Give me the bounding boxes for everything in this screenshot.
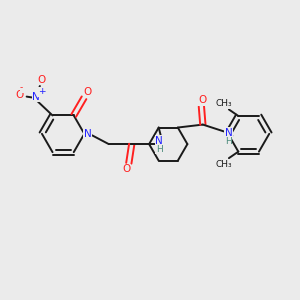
Text: H: H [225, 136, 232, 146]
Text: N: N [84, 129, 92, 139]
Text: H: H [156, 145, 163, 154]
Text: O: O [37, 74, 46, 85]
Text: N: N [155, 136, 163, 146]
Text: O: O [122, 164, 130, 174]
Text: N: N [225, 128, 232, 138]
Text: O: O [15, 90, 23, 100]
Text: O: O [83, 88, 92, 98]
Text: +: + [38, 87, 45, 96]
Text: CH₃: CH₃ [215, 99, 232, 108]
Text: CH₃: CH₃ [215, 160, 232, 169]
Text: N: N [32, 92, 40, 102]
Text: -: - [20, 83, 23, 92]
Text: O: O [199, 95, 207, 105]
